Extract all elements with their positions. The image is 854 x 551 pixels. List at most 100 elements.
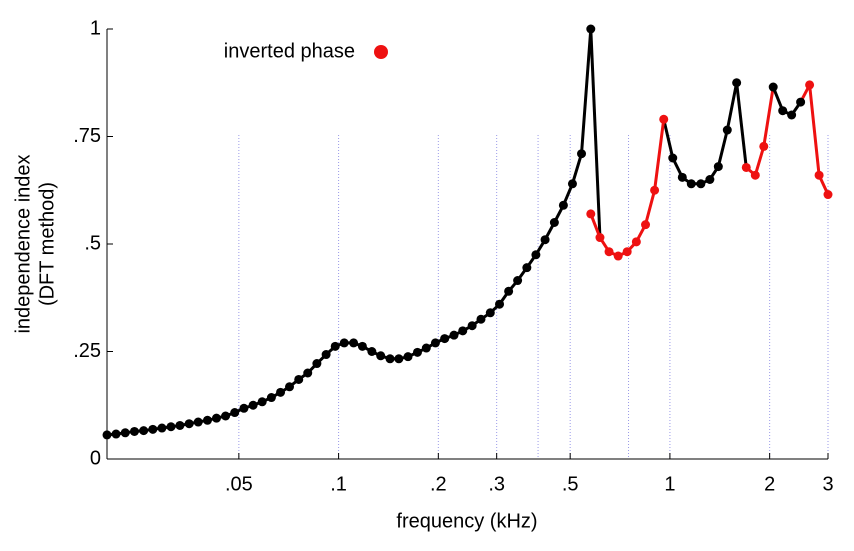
data-point xyxy=(495,299,505,309)
data-point xyxy=(567,179,577,189)
data-point xyxy=(449,330,459,340)
data-point xyxy=(531,250,541,260)
data-point xyxy=(312,359,322,369)
data-point xyxy=(586,24,596,34)
data-point xyxy=(157,423,167,433)
data-point xyxy=(513,276,523,286)
data-point xyxy=(102,430,112,440)
x-tick-label: 1 xyxy=(664,473,675,495)
data-point xyxy=(412,347,422,357)
data-point xyxy=(357,341,367,351)
data-point xyxy=(321,350,331,360)
y-axis-label: independence index xyxy=(12,154,34,333)
data-point xyxy=(823,190,833,200)
data-point xyxy=(211,413,221,423)
data-point xyxy=(303,368,313,378)
data-point xyxy=(385,354,395,364)
data-point xyxy=(120,428,130,438)
data-point xyxy=(677,172,687,182)
data-point xyxy=(787,110,797,120)
y-tick-label: 0 xyxy=(90,447,101,469)
data-point xyxy=(631,237,641,247)
data-point xyxy=(577,149,587,159)
data-point xyxy=(139,426,149,436)
data-point xyxy=(668,153,678,163)
data-point xyxy=(221,411,231,421)
line-connector xyxy=(735,82,748,168)
data-point xyxy=(722,125,732,135)
y-tick-label: .5 xyxy=(84,232,101,254)
y-tick-label: 1 xyxy=(90,17,101,39)
data-point xyxy=(768,82,778,92)
x-tick-label: 3 xyxy=(822,473,833,495)
data-point xyxy=(239,403,249,413)
data-point xyxy=(349,338,359,348)
data-point xyxy=(659,114,669,124)
data-point xyxy=(175,420,185,430)
data-point xyxy=(339,338,349,348)
data-point xyxy=(430,338,440,348)
y-axis-label: (DFT method) xyxy=(36,182,58,306)
data-point xyxy=(202,415,212,425)
data-point xyxy=(705,175,715,184)
x-axis-label: frequency (kHz) xyxy=(396,510,537,532)
data-point xyxy=(641,220,651,230)
x-tick-label: .05 xyxy=(225,473,253,495)
data-point xyxy=(759,141,769,151)
data-point xyxy=(193,417,203,427)
data-point xyxy=(686,179,696,189)
data-point xyxy=(805,80,815,90)
data-point xyxy=(111,429,121,439)
x-tick-label: .3 xyxy=(488,473,505,495)
data-point xyxy=(778,106,788,116)
data-point xyxy=(467,321,477,331)
data-point xyxy=(522,263,532,273)
line-connector xyxy=(762,86,775,147)
legend-label: inverted phase xyxy=(224,40,355,62)
data-point xyxy=(285,382,295,392)
data-point xyxy=(504,286,514,296)
data-point xyxy=(650,185,660,195)
y-tick-label: .75 xyxy=(73,125,101,147)
data-point xyxy=(376,351,386,361)
x-tick-label: .5 xyxy=(562,473,579,495)
data-point xyxy=(330,341,340,351)
data-point xyxy=(367,347,377,356)
legend-marker xyxy=(374,45,388,59)
data-point xyxy=(129,426,139,436)
data-point xyxy=(248,400,258,410)
data-point xyxy=(540,235,550,245)
data-point xyxy=(595,233,605,243)
data-point xyxy=(166,422,176,432)
data-point xyxy=(440,334,450,344)
data-point xyxy=(796,97,806,107)
data-point xyxy=(696,179,706,189)
data-point xyxy=(741,162,751,172)
data-point xyxy=(148,424,158,434)
data-point xyxy=(713,162,723,172)
data-point xyxy=(622,247,632,257)
x-tick-label: .1 xyxy=(330,473,347,495)
data-point xyxy=(613,251,623,261)
data-point xyxy=(294,374,304,384)
data-point xyxy=(485,308,495,318)
data-point xyxy=(403,352,413,362)
data-point xyxy=(558,200,568,210)
data-point xyxy=(421,343,431,353)
series-line xyxy=(106,28,802,437)
data-point xyxy=(266,393,276,403)
data-point xyxy=(604,247,614,257)
data-point xyxy=(750,170,760,180)
x-tick-label: .2 xyxy=(430,473,447,495)
data-point xyxy=(814,170,824,180)
x-tick-label: 2 xyxy=(764,473,775,495)
data-point xyxy=(184,419,194,429)
y-tick-label: .25 xyxy=(73,340,101,362)
data-point xyxy=(276,387,286,397)
data-point xyxy=(394,354,404,364)
data-point xyxy=(549,218,559,227)
line-connector xyxy=(589,28,602,238)
line-connector xyxy=(662,118,675,159)
